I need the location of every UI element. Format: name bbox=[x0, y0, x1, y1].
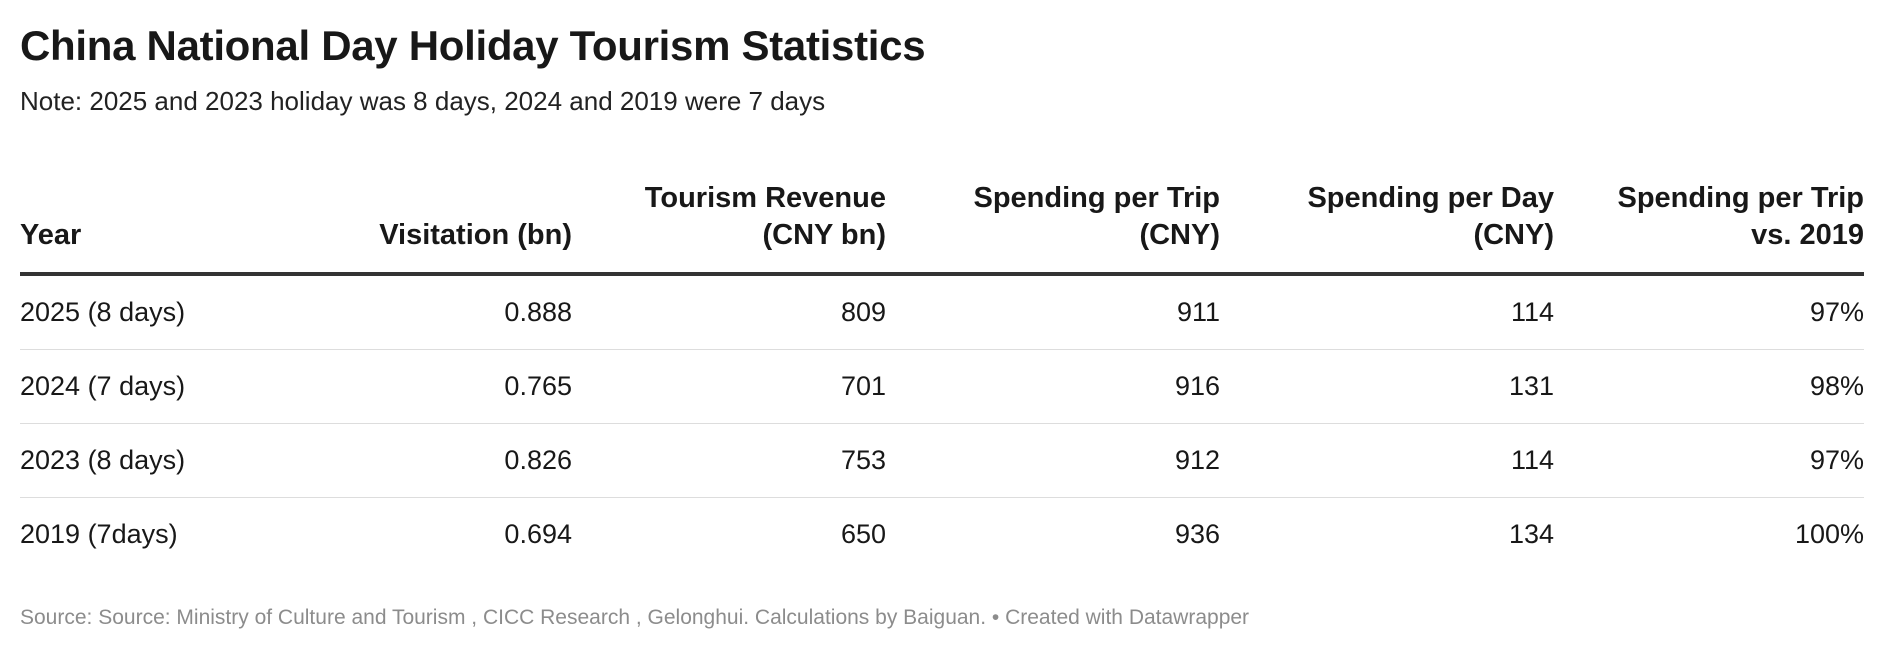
cell-tourism-revenue: 753 bbox=[572, 423, 886, 498]
credit-link[interactable]: Created with Datawrapper bbox=[1005, 606, 1250, 629]
header-line1: Spending per Trip bbox=[1617, 182, 1864, 214]
cell-spending-per-day: 131 bbox=[1220, 349, 1554, 424]
table-row: 2024 (7 days) 0.765 701 916 131 98% bbox=[20, 349, 1864, 424]
footer-separator: • bbox=[986, 606, 1006, 629]
cell-spending-per-day: 114 bbox=[1220, 274, 1554, 350]
cell-spending-vs-2019: 98% bbox=[1554, 349, 1864, 424]
cell-spending-per-day: 134 bbox=[1508, 519, 1554, 549]
cell-year: 2024 (7 days) bbox=[20, 349, 216, 424]
header-line2: (CNY) bbox=[1139, 219, 1220, 251]
chart-footer: Source: Source: Ministry of Culture and … bbox=[20, 604, 1249, 632]
cell-visitation: 0.694 bbox=[504, 519, 572, 549]
cell-spending-per-day: 114 bbox=[1220, 423, 1554, 498]
header-line2: Visitation (bn) bbox=[379, 219, 572, 251]
header-line2: Year bbox=[20, 219, 82, 251]
cell-year: 2023 (8 days) bbox=[20, 423, 216, 498]
cell-spending-per-trip: 936 bbox=[1174, 519, 1220, 549]
cell-spending-vs-2019: 100% bbox=[1794, 519, 1864, 549]
cell-spending-vs-2019: 97% bbox=[1554, 274, 1864, 350]
cell-spending-per-trip: 912 bbox=[886, 423, 1220, 498]
header-spending-per-trip: Spending per Trip (CNY) bbox=[886, 170, 1220, 276]
cell-tourism-revenue: 701 bbox=[572, 349, 886, 424]
cell-tourism-revenue: 650 bbox=[840, 519, 886, 549]
table-row: 2019 (7days) 0.694 650 936 134 100% bbox=[20, 498, 1864, 572]
chart-title: China National Day Holiday Tourism Stati… bbox=[20, 22, 926, 69]
cell-spending-vs-2019: 97% bbox=[1554, 423, 1864, 498]
header-line2: (CNY) bbox=[1473, 219, 1554, 251]
chart-subtitle: Note: 2025 and 2023 holiday was 8 days, … bbox=[20, 86, 826, 116]
cell-visitation: 0.826 bbox=[216, 423, 572, 498]
header-spending-per-day: Spending per Day (CNY) bbox=[1220, 170, 1554, 276]
header-visitation: Visitation (bn) bbox=[216, 170, 572, 276]
header-line2: vs. 2019 bbox=[1751, 219, 1864, 251]
table-row: 2023 (8 days) 0.826 753 912 114 97% bbox=[20, 423, 1864, 498]
cell-year: 2019 (7days) bbox=[20, 519, 178, 549]
cell-tourism-revenue: 809 bbox=[572, 274, 886, 350]
source-note: Source: Source: Ministry of Culture and … bbox=[20, 606, 987, 629]
cell-visitation: 0.888 bbox=[216, 274, 572, 350]
header-line1: Spending per Day bbox=[1307, 182, 1554, 214]
table-header-row: Year Visitation (bn) Tourism Revenue (CN… bbox=[20, 170, 1864, 276]
header-year: Year bbox=[20, 170, 216, 276]
header-tourism-revenue: Tourism Revenue (CNY bn) bbox=[572, 170, 886, 276]
cell-year: 2025 (8 days) bbox=[20, 274, 216, 350]
header-line2: (CNY bn) bbox=[762, 219, 886, 251]
header-line1: Tourism Revenue bbox=[644, 182, 886, 214]
table-row: 2025 (8 days) 0.888 809 911 114 97% bbox=[20, 274, 1864, 350]
cell-spending-per-trip: 916 bbox=[886, 349, 1220, 424]
data-table: Year Visitation (bn) Tourism Revenue (CN… bbox=[20, 170, 1864, 571]
header-spending-vs-2019: Spending per Trip vs. 2019 bbox=[1554, 170, 1864, 276]
cell-visitation: 0.765 bbox=[216, 349, 572, 424]
cell-spending-per-trip: 911 bbox=[886, 274, 1220, 350]
header-line1: Spending per Trip bbox=[973, 182, 1220, 214]
